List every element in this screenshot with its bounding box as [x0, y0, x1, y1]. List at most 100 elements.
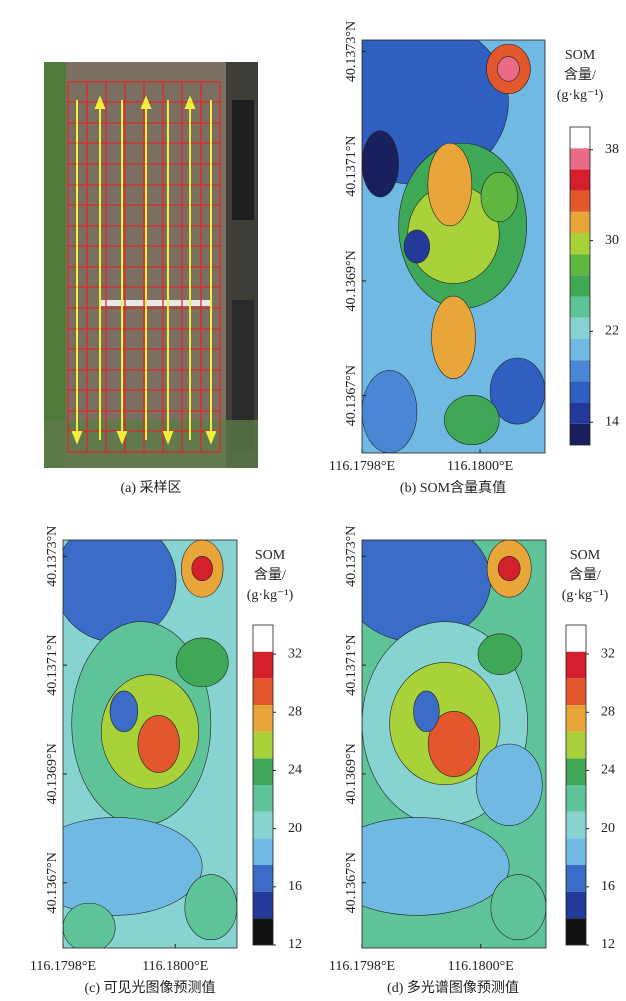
colorbar-title: 含量/ [564, 67, 596, 83]
contour-region [63, 903, 115, 952]
contour-region [476, 744, 542, 826]
colorbar-tick-label: 20 [601, 821, 615, 836]
colorbar-tick-label: 14 [605, 415, 619, 430]
colorbar-segment [566, 652, 586, 679]
y-tick-label: 40.1367°N [344, 852, 359, 913]
colorbar-segment [566, 785, 586, 812]
y-tick-label: 40.1373°N [344, 21, 359, 82]
contour-region [491, 875, 546, 940]
colorbar-segment [566, 918, 586, 945]
colorbar-segment [570, 191, 590, 212]
contour-region [138, 715, 180, 772]
colorbar-title: SOM [255, 548, 286, 563]
colorbar-segment [253, 812, 273, 839]
colorbar-segment [253, 865, 273, 892]
contour-region [362, 131, 399, 197]
colorbar-segment [253, 838, 273, 865]
colorbar-segment [570, 318, 590, 339]
colorbar-segment [570, 403, 590, 424]
colorbar-segment [570, 169, 590, 190]
colorbar-segment [570, 275, 590, 296]
colorbar-segment [253, 652, 273, 679]
y-tick-label: 40.1371°N [45, 635, 60, 696]
colorbar-segment [570, 424, 590, 445]
contour-region [478, 634, 522, 675]
colorbar-segment [570, 339, 590, 360]
colorbar-segment [253, 758, 273, 785]
colorbar-title: 含量/ [254, 567, 286, 583]
contour-region [444, 395, 499, 445]
y-tick-label: 40.1367°N [45, 852, 60, 913]
colorbar-title: SOM [565, 48, 596, 63]
x-tick-label: 116.1798°E [329, 459, 395, 474]
colorbar-tick-label: 38 [605, 142, 619, 157]
colorbar-segment [570, 254, 590, 275]
x-tick-label: 116.1800°E [142, 959, 208, 974]
colorbar-title: SOM [570, 548, 601, 563]
colorbar-segment [253, 918, 273, 945]
colorbar-segment [566, 732, 586, 759]
contour-region [362, 370, 417, 453]
colorbar-segment [566, 678, 586, 705]
y-tick-label: 40.1371°N [344, 635, 359, 696]
colorbar-segment [570, 212, 590, 233]
colorbar-title: 含量/ [569, 567, 601, 583]
contour-region [192, 556, 213, 580]
y-tick-label: 40.1373°N [344, 526, 359, 587]
figure: (a) 采样区 40.1367°N40.1369°N40.1371°N40.13… [0, 0, 626, 1001]
colorbar-segment [570, 381, 590, 402]
colorbar-segment [570, 360, 590, 381]
colorbar-segment [566, 705, 586, 732]
contour-region [498, 556, 520, 580]
colorbar-tick-label: 24 [601, 763, 615, 778]
colorbar-segment [253, 892, 273, 919]
colorbar-segment [570, 148, 590, 169]
colorbar-tick-label: 24 [288, 763, 302, 778]
contour-region [432, 296, 476, 379]
colorbar-tick-label: 28 [601, 704, 615, 719]
y-tick-label: 40.1369°N [344, 743, 359, 804]
contour-region [497, 57, 519, 82]
contour-region [414, 691, 440, 732]
colorbar-title: (g·kg⁻¹) [247, 588, 294, 603]
colorbar-tick-label: 22 [605, 324, 619, 339]
x-tick-label: 116.1798°E [30, 959, 96, 974]
y-tick-label: 40.1371°N [344, 136, 359, 197]
contour-region [54, 520, 176, 642]
y-tick-label: 40.1367°N [344, 365, 359, 426]
colorbar-segment [570, 233, 590, 254]
y-tick-label: 40.1369°N [344, 250, 359, 311]
colorbar-tick-label: 32 [601, 646, 615, 661]
colorbar-segment [566, 812, 586, 839]
colorbar-segment [253, 785, 273, 812]
colorbar-segment [253, 678, 273, 705]
colorbar-title: (g·kg⁻¹) [562, 588, 609, 603]
colorbar-segment [566, 892, 586, 919]
colorbar-title: (g·kg⁻¹) [557, 88, 604, 103]
colorbar-segment [253, 732, 273, 759]
colorbar-tick-label: 12 [601, 937, 615, 952]
y-tick-label: 40.1373°N [45, 526, 60, 587]
caption: (b) SOM含量真值 [400, 480, 506, 496]
colorbar-segment [566, 625, 586, 652]
colorbar-segment [566, 838, 586, 865]
x-tick-label: 116.1800°E [448, 959, 514, 974]
colorbar-segment [253, 625, 273, 652]
contour-region [110, 691, 138, 732]
x-tick-label: 116.1800°E [447, 459, 513, 474]
colorbar-segment [570, 127, 590, 148]
colorbar-tick-label: 28 [288, 704, 302, 719]
colorbar-tick-label: 16 [288, 879, 302, 894]
contour-region [428, 143, 472, 226]
colorbar-segment [570, 297, 590, 318]
colorbar-tick-label: 30 [605, 233, 619, 248]
contour-region [404, 230, 430, 263]
colorbar-tick-label: 16 [601, 879, 615, 894]
colorbar-tick-label: 20 [288, 821, 302, 836]
colorbar-segment [566, 758, 586, 785]
contour-region [481, 172, 518, 222]
colorbar-tick-label: 32 [288, 646, 302, 661]
contour-region [176, 638, 228, 687]
caption: (c) 可见光图像预测值 [84, 980, 215, 996]
y-tick-label: 40.1369°N [45, 743, 60, 804]
